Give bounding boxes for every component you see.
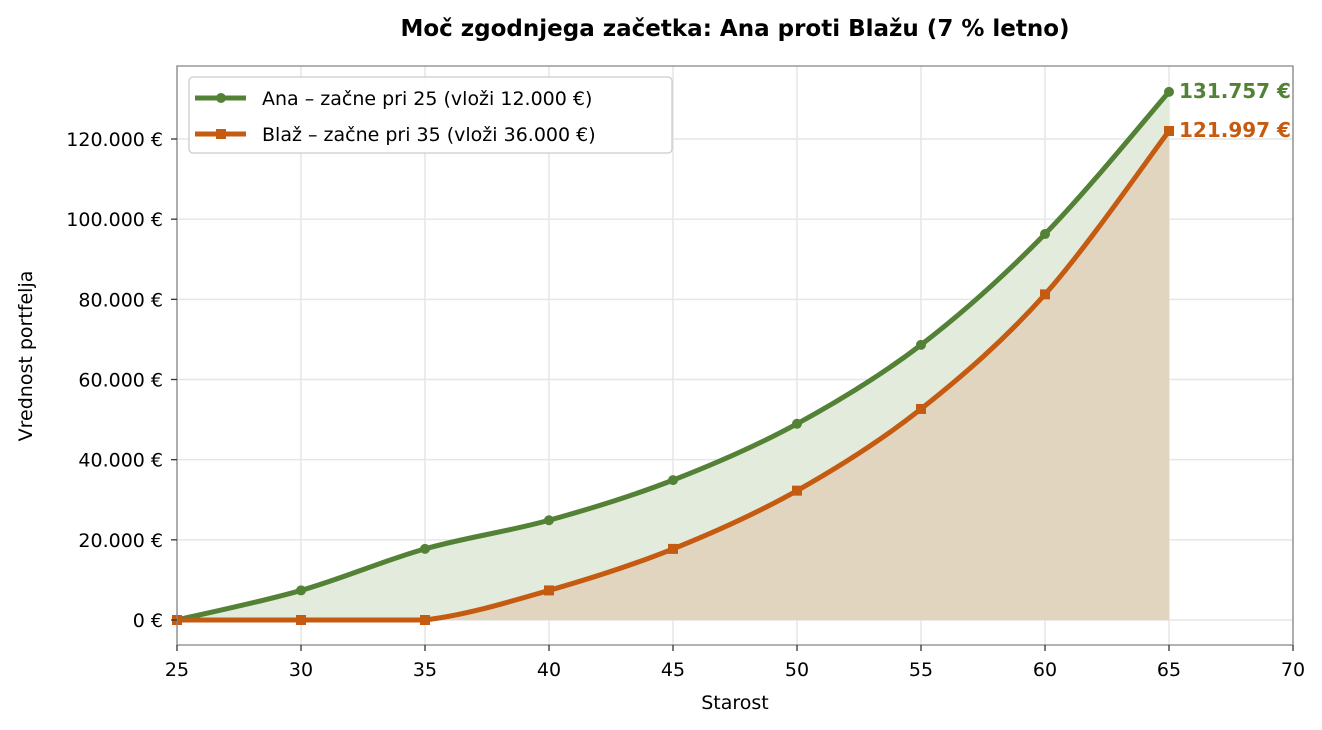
x-tick-label: 60 — [1033, 659, 1057, 681]
series-line — [176, 90, 1171, 623]
x-tick-label: 65 — [1157, 659, 1181, 681]
data-point — [792, 485, 802, 496]
end-value-label: 131.757 € — [1179, 79, 1291, 103]
data-point — [1040, 229, 1050, 240]
data-point — [916, 339, 926, 350]
x-tick-label: 30 — [289, 659, 313, 681]
data-point — [544, 515, 554, 526]
plot-frame — [176, 65, 1294, 646]
data-point — [296, 585, 306, 596]
series-fill — [177, 130, 1169, 620]
y-tick-label: 120.000 € — [66, 129, 163, 151]
data-point — [420, 543, 430, 554]
series-lines — [172, 86, 1174, 625]
x-tick-label: 45 — [661, 659, 685, 681]
data-point — [420, 615, 430, 625]
x-axis-ticks: 25 30 35 40 45 50 55 60 65 70 — [165, 645, 1305, 681]
data-point — [1040, 289, 1050, 300]
data-point — [1164, 125, 1174, 136]
y-tick-label: 40.000 € — [78, 450, 163, 472]
data-point — [792, 418, 802, 429]
x-tick-label: 55 — [909, 659, 933, 681]
x-axis-label: Starost — [701, 692, 769, 714]
data-point — [916, 403, 926, 414]
data-point — [668, 475, 678, 486]
y-tick-label: 80.000 € — [78, 289, 163, 311]
legend-entry: Blaž – začne pri 35 (vloži 36.000 €) — [262, 124, 596, 146]
y-tick-label: 60.000 € — [78, 370, 163, 392]
data-point — [296, 615, 306, 625]
y-tick-label: 100.000 € — [66, 209, 163, 231]
y-axis-ticks: 0 € 20.000 € 40.000 € 60.000 € 80.000 € 100.0… — [66, 129, 177, 632]
data-point — [668, 543, 678, 554]
legend-entry: Ana – začne pri 25 (vloži 12.000 €) — [262, 88, 592, 110]
y-tick-label: 20.000 € — [78, 530, 163, 552]
x-tick-label: 40 — [537, 659, 561, 681]
y-tick-label: 0 € — [133, 610, 163, 632]
end-value-label: 121.997 € — [1179, 118, 1291, 142]
x-tick-label: 35 — [413, 659, 437, 681]
x-tick-label: 25 — [165, 659, 189, 681]
legend: Ana – začne pri 25 (vloži 12.000 €) Blaž … — [188, 76, 673, 154]
y-axis-label: Vrednost portfelja — [15, 271, 37, 442]
x-tick-label: 50 — [785, 659, 809, 681]
data-point — [1164, 86, 1174, 97]
end-value-labels: 131.757 € 121.997 € — [1179, 79, 1291, 142]
data-point — [544, 585, 554, 596]
x-tick-label: 70 — [1281, 659, 1305, 681]
chart-title: Moč zgodnjega začetka: Ana proti Blažu (… — [400, 16, 1069, 42]
area-fills — [177, 91, 1169, 620]
